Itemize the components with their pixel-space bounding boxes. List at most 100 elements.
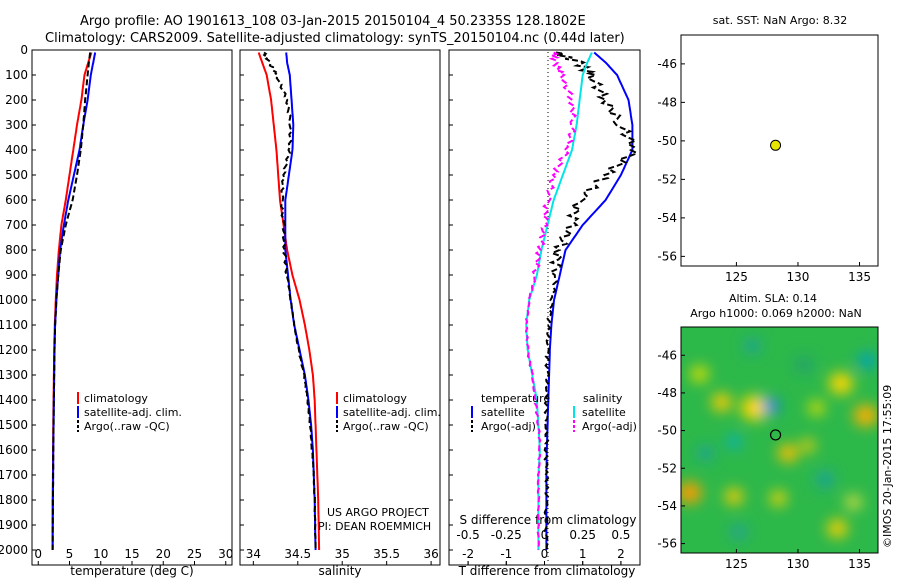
legend-diff-t-1: Argo(-adj) <box>481 420 536 433</box>
depth-tick-label: 100 <box>5 68 28 82</box>
x-tick-label: 5 <box>66 547 74 561</box>
y-tick-label: -54 <box>657 499 677 513</box>
sla-anomaly-blob <box>724 488 743 505</box>
difference-xlabel: T difference from climatology <box>458 564 636 578</box>
imos-watermark: ©IMOS 20-Jan-2015 17:55:09 <box>881 385 894 548</box>
series-line-t-satellite <box>545 51 634 550</box>
depth-tick-label: 1400 <box>0 393 28 407</box>
sla-anomaly-blob <box>816 471 835 488</box>
series-line-t-argo <box>543 51 640 551</box>
x-tick-label: 2 <box>617 547 625 561</box>
sla-anomaly-blob <box>800 439 815 452</box>
sst-map-axes: -46 -48 -50 -52 -54 -56 125 130 135 <box>657 57 871 284</box>
depth-tick-label: 300 <box>5 118 28 132</box>
legend-head-temperature: temperature <box>481 392 550 405</box>
depth-tick-label: 900 <box>5 268 28 282</box>
salinity-xlabel: salinity <box>318 564 361 578</box>
depth-tick-label: 2000 <box>0 543 28 557</box>
depth-tick-label: 400 <box>5 143 28 157</box>
sla-anomaly-blob <box>730 525 747 540</box>
depth-tick-label: 600 <box>5 193 28 207</box>
x-tick-label: 130 <box>787 270 810 284</box>
sla-anomaly-blob <box>690 365 709 383</box>
series-line-s-satellite <box>525 52 593 550</box>
sst-map-panel <box>680 34 879 267</box>
salinity-legend: climatology satellite-adj. clim. Argo(..… <box>318 392 441 533</box>
legend-sal-2: Argo(..raw -QC) <box>343 420 429 433</box>
x-tick-label: 125 <box>725 270 748 284</box>
credit-project: US ARGO PROJECT <box>327 506 429 519</box>
y-tick-label: -54 <box>657 211 677 225</box>
sla-anomaly-blob <box>726 435 741 449</box>
depth-tick-label: 1800 <box>0 493 28 507</box>
sla-anomaly-blob <box>711 393 732 412</box>
depth-tick-label: 1600 <box>0 443 28 457</box>
legend-sal-1: satellite-adj. clim. <box>343 406 441 419</box>
y-tick-label: -48 <box>657 386 677 400</box>
series-line-s-argo <box>524 51 577 551</box>
argo-location-marker <box>770 139 782 151</box>
sla-background <box>681 327 878 553</box>
header-line2: Climatology: CARS2009. Satellite-adjuste… <box>45 31 625 46</box>
salinity-panel <box>239 49 441 566</box>
legend-diff-s-1: Argo(-adj) <box>582 420 637 433</box>
legend-diff-t-0: satellite <box>481 406 525 419</box>
x-tick-label: 35.5 <box>373 547 400 561</box>
argo-location-marker-sla <box>769 429 782 441</box>
x-tick-label: 135 <box>848 270 871 284</box>
difference-legend: temperature salinity satellite Argo(-adj… <box>471 392 637 433</box>
x-tick-label: 36 <box>423 547 438 561</box>
difference-series <box>524 51 640 551</box>
depth-tick-label: 1000 <box>0 293 28 307</box>
x-tick-label: 35 <box>335 547 350 561</box>
depth-tick-label: 1300 <box>0 368 28 382</box>
sla-heatmap <box>681 327 878 553</box>
depth-tick-label: 800 <box>5 243 28 257</box>
x-tick-label: -2 <box>462 547 474 561</box>
x-tick-label: 15 <box>124 547 139 561</box>
temperature-series <box>51 52 97 551</box>
y-tick-label: -46 <box>657 57 677 71</box>
depth-tick-label: 1100 <box>0 318 28 332</box>
series-line-satellite <box>284 52 317 551</box>
depth-tick-label: 1700 <box>0 468 28 482</box>
series-line-argo <box>262 51 317 550</box>
sla-anomaly-blob <box>829 372 854 395</box>
sla-map-panel <box>680 326 879 554</box>
depth-tick-label: 1500 <box>0 418 28 432</box>
depth-tick-label: 200 <box>5 93 28 107</box>
sla-anomaly-blob <box>683 487 696 499</box>
credit-pi: PI: DEAN ROEMMICH <box>318 520 431 533</box>
x-tick-label: 0 <box>34 547 42 561</box>
sla-anomaly-blob <box>808 400 825 416</box>
difference-panel <box>448 49 641 566</box>
sla-anomaly-blob <box>744 338 761 354</box>
depth-tick-label: 0 <box>20 43 28 57</box>
x-tick-label: 0.5 <box>611 528 630 542</box>
x-tick-label: 125 <box>725 557 748 571</box>
sla-anomaly-blob <box>697 445 714 461</box>
x-tick-label: -0.5 <box>456 528 479 542</box>
depth-tick-label: 1900 <box>0 518 28 532</box>
sla-map-title2: Argo h1000: 0.069 h2000: NaN <box>690 307 862 320</box>
sla-anomaly-blob <box>827 519 848 538</box>
x-tick-label: 0 <box>541 547 549 561</box>
depth-ticks <box>32 49 453 551</box>
sst-map-title: sat. SST: NaN Argo: 8.32 <box>713 14 847 27</box>
x-tick-label: 10 <box>93 547 108 561</box>
x-tick-label: 130 <box>787 557 810 571</box>
temperature-x-axis: 0 5 10 15 20 25 30 <box>34 547 233 565</box>
x-tick-label: 1 <box>579 547 587 561</box>
series-line-climatology <box>257 52 321 551</box>
x-tick-label: 20 <box>156 547 171 561</box>
sla-anomaly-blob <box>853 404 878 427</box>
x-tick-label: 0.25 <box>569 528 596 542</box>
y-tick-label: -50 <box>657 424 677 438</box>
x-tick-label: 25 <box>187 547 202 561</box>
legend-temp-1: satellite-adj. clim. <box>84 406 182 419</box>
temperature-xlabel: temperature (deg C) <box>70 564 193 578</box>
salinity-series <box>257 51 321 551</box>
series-line-climatology <box>51 52 93 550</box>
sla-anomaly-blob <box>778 444 799 463</box>
series-line-satellite <box>51 52 97 551</box>
